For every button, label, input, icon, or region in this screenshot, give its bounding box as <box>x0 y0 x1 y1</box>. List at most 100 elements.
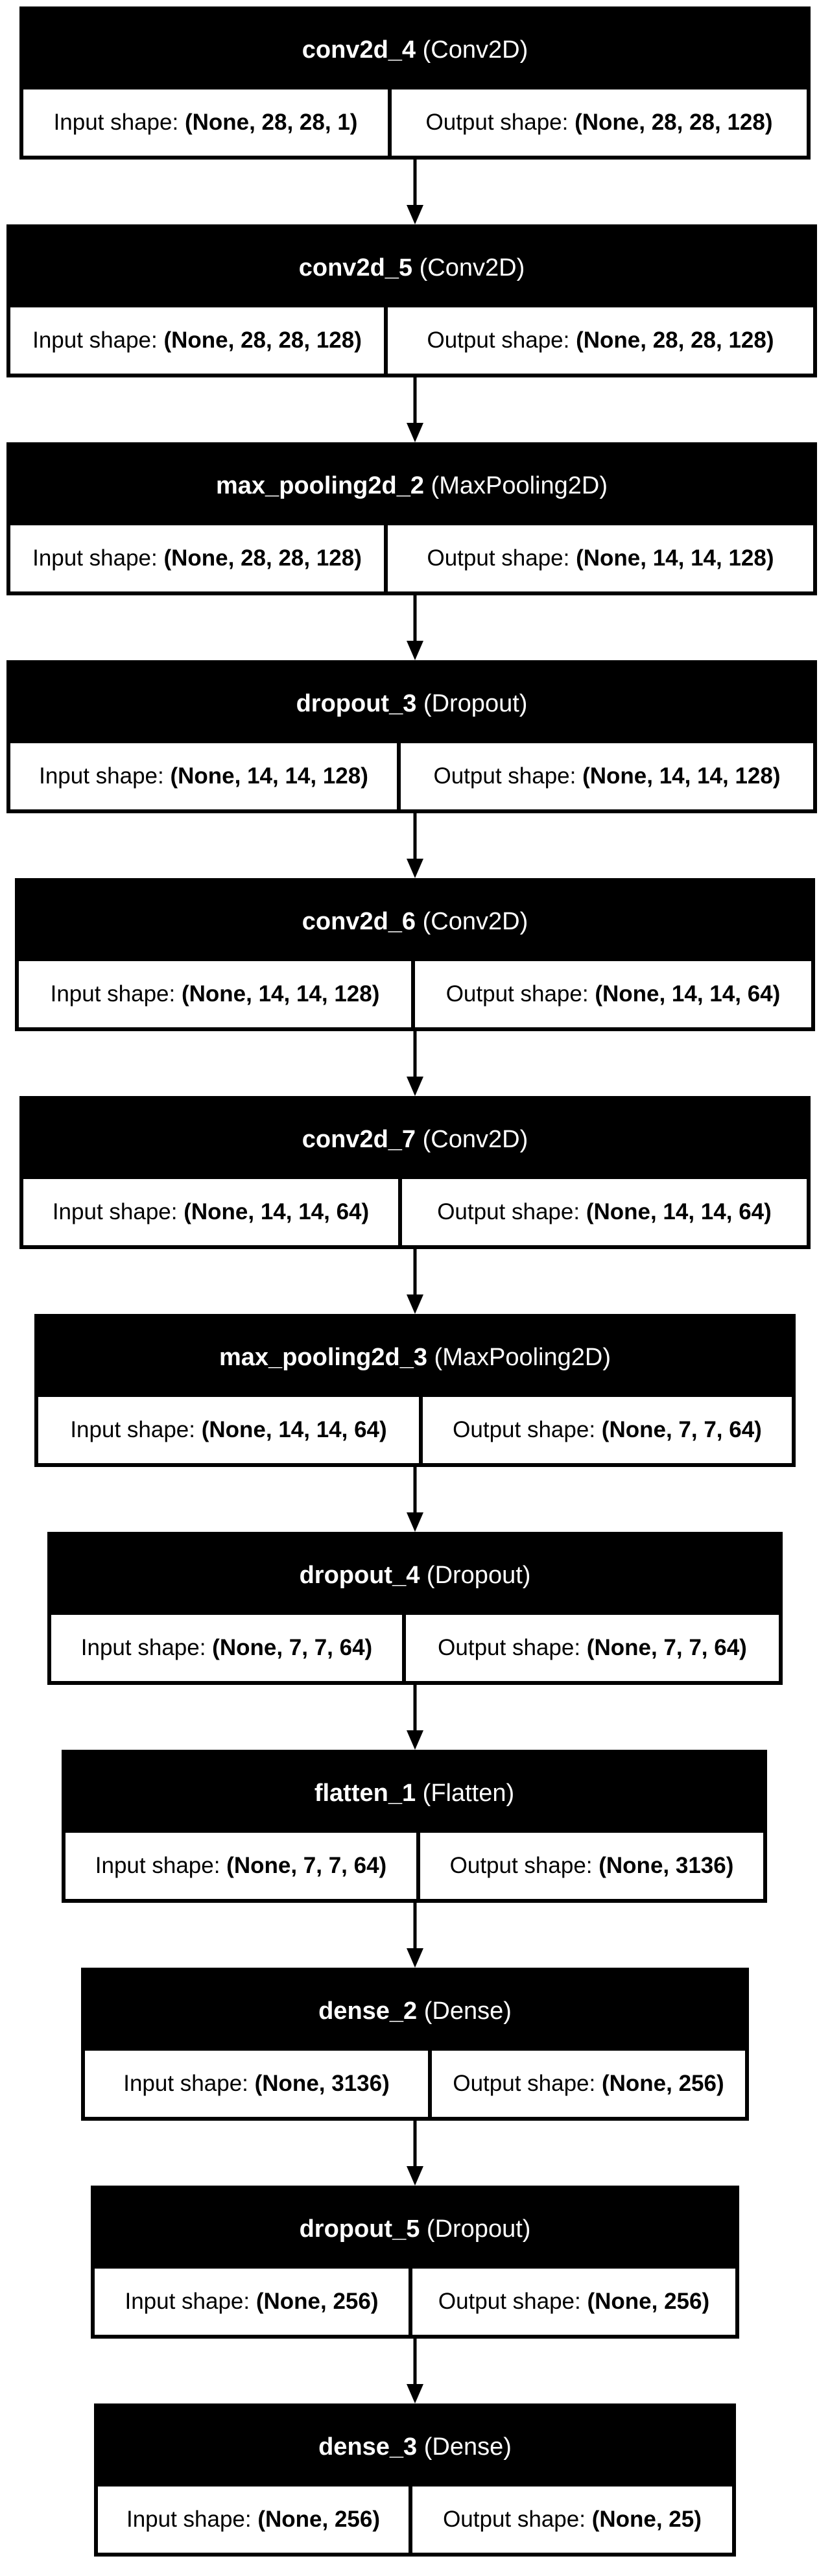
layer-shapes-row: Input shape: (None, 14, 14, 64) Output sh… <box>38 1397 792 1463</box>
output-shape-cell: Output shape: (None, 7, 7, 64) <box>419 1397 792 1463</box>
connector-arrow <box>407 160 423 224</box>
input-shape-label: Input shape: <box>123 2071 248 2096</box>
layer-type: (MaxPooling2D) <box>434 1343 611 1371</box>
layer-header: conv2d_5 (Conv2D) <box>10 228 813 307</box>
input-shape-cell: Input shape: (None, 28, 28, 128) <box>10 307 384 374</box>
layer-shapes-row: Input shape: (None, 14, 14, 64) Output sh… <box>23 1179 807 1245</box>
arrow-head <box>407 641 423 660</box>
layer-header: dropout_5 (Dropout) <box>95 2189 735 2269</box>
connector-arrow <box>407 1903 423 1968</box>
cell-space <box>568 110 575 136</box>
output-shape-label: Output shape: <box>449 1853 593 1878</box>
input-shape-value: (None, 28, 28, 128) <box>163 328 362 353</box>
connector-arrow <box>407 2339 423 2403</box>
cell-space <box>164 763 171 789</box>
input-shape-value: (None, 14, 14, 64) <box>201 1417 387 1442</box>
header-space <box>420 1562 427 1590</box>
arrow-head <box>407 1512 423 1532</box>
input-shape-value: (None, 3136) <box>254 2071 390 2096</box>
layer-shapes-row: Input shape: (None, 7, 7, 64) Output shap… <box>65 1833 763 1899</box>
input-shape-label: Input shape: <box>39 763 164 789</box>
layer-type: (MaxPooling2D) <box>431 471 608 499</box>
arrow-head <box>407 2384 423 2403</box>
header-space <box>412 254 420 282</box>
output-shape-value: (None, 14, 14, 128) <box>576 545 774 571</box>
input-shape-value: (None, 256) <box>257 2507 381 2532</box>
layer-shapes-row: Input shape: (None, 256) Output shape: (N… <box>95 2269 735 2335</box>
layer-shapes-row: Input shape: (None, 28, 28, 128) Output s… <box>10 307 813 374</box>
layer-type: (Dropout) <box>426 1561 531 1589</box>
layer-header: max_pooling2d_3 (MaxPooling2D) <box>38 1318 792 1397</box>
connector-arrow <box>407 1467 423 1532</box>
layer-node-dropout_3: dropout_3 (Dropout) Input shape: (None, 1… <box>6 660 817 813</box>
connector-arrow <box>407 377 423 442</box>
cell-space <box>589 981 595 1007</box>
input-shape-value: (None, 14, 14, 128) <box>170 763 368 789</box>
layer-node-flatten_1: flatten_1 (Flatten) Input shape: (None, 7… <box>62 1750 767 1903</box>
output-shape-value: (None, 28, 28, 128) <box>576 328 774 353</box>
layer-header: dense_2 (Dense) <box>85 1972 745 2051</box>
input-shape-label: Input shape: <box>32 545 158 571</box>
layer-shapes-row: Input shape: (None, 14, 14, 128) Output s… <box>19 961 811 1027</box>
connector-arrow <box>407 1249 423 1314</box>
input-shape-label: Input shape: <box>53 110 179 135</box>
layer-shapes-row: Input shape: (None, 256) Output shape: (N… <box>98 2487 732 2553</box>
input-shape-cell: Input shape: (None, 28, 28, 1) <box>23 89 388 156</box>
input-shape-cell: Input shape: (None, 14, 14, 128) <box>19 961 411 1027</box>
output-shape-cell: Output shape: (None, 14, 14, 128) <box>397 743 813 809</box>
cell-space <box>595 2071 602 2097</box>
cell-space <box>581 2289 587 2315</box>
output-shape-value: (None, 7, 7, 64) <box>586 1635 747 1660</box>
layer-name: flatten_1 <box>314 1779 416 1807</box>
output-shape-label: Output shape: <box>453 1417 596 1442</box>
input-shape-label: Input shape: <box>80 1635 206 1660</box>
layer-type: (Conv2D) <box>419 254 525 281</box>
header-space <box>424 472 431 500</box>
header-space <box>416 690 423 718</box>
layer-name: dropout_5 <box>299 2215 420 2243</box>
arrow-head <box>407 859 423 878</box>
header-space <box>427 1344 434 1372</box>
layer-header: conv2d_7 (Conv2D) <box>23 1100 807 1179</box>
layer-node-max_pooling2d_2: max_pooling2d_2 (MaxPooling2D) Input shap… <box>6 442 817 595</box>
input-shape-cell: Input shape: (None, 256) <box>98 2487 409 2553</box>
input-shape-cell: Input shape: (None, 28, 28, 128) <box>10 525 384 591</box>
input-shape-cell: Input shape: (None, 14, 14, 64) <box>38 1397 419 1463</box>
layer-type: (Flatten) <box>422 1779 515 1807</box>
layer-type: (Dropout) <box>426 2215 531 2243</box>
header-space <box>416 1780 423 1807</box>
input-shape-value: (None, 7, 7, 64) <box>226 1853 387 1878</box>
layer-header: dropout_4 (Dropout) <box>51 1536 779 1615</box>
output-shape-cell: Output shape: (None, 14, 14, 128) <box>384 525 813 591</box>
output-shape-value: (None, 3136) <box>599 1853 734 1878</box>
cell-space <box>580 1199 586 1225</box>
layer-name: conv2d_6 <box>302 907 416 935</box>
cell-space <box>158 328 164 353</box>
output-shape-cell: Output shape: (None, 28, 28, 128) <box>384 307 813 374</box>
cell-space <box>220 1853 226 1879</box>
input-shape-value: (None, 14, 14, 64) <box>184 1199 370 1224</box>
output-shape-cell: Output shape: (None, 7, 7, 64) <box>402 1615 779 1681</box>
header-space <box>420 2215 427 2243</box>
layer-name: max_pooling2d_3 <box>219 1343 427 1371</box>
cell-space <box>580 1635 587 1661</box>
output-shape-cell: Output shape: (None, 256) <box>428 2051 745 2117</box>
layer-name: dropout_3 <box>296 689 417 717</box>
header-space <box>416 36 423 64</box>
layer-header: max_pooling2d_2 (MaxPooling2D) <box>10 446 813 525</box>
input-shape-cell: Input shape: (None, 256) <box>95 2269 409 2335</box>
layer-node-dropout_4: dropout_4 (Dropout) Input shape: (None, 7… <box>47 1532 783 1685</box>
layer-type: (Dropout) <box>423 689 528 717</box>
layer-node-conv2d_5: conv2d_5 (Conv2D) Input shape: (None, 28,… <box>6 224 817 377</box>
output-shape-label: Output shape: <box>443 2507 586 2532</box>
output-shape-cell: Output shape: (None, 25) <box>409 2487 732 2553</box>
layer-node-conv2d_7: conv2d_7 (Conv2D) Input shape: (None, 14,… <box>19 1096 811 1249</box>
layer-type: (Conv2D) <box>422 36 528 64</box>
cell-space <box>158 545 164 571</box>
input-shape-label: Input shape: <box>52 1199 178 1224</box>
output-shape-value: (None, 14, 14, 64) <box>586 1199 772 1224</box>
header-space <box>417 1998 424 2025</box>
output-shape-label: Output shape: <box>433 763 576 789</box>
output-shape-cell: Output shape: (None, 14, 14, 64) <box>398 1179 807 1245</box>
arrow-head <box>407 1294 423 1314</box>
